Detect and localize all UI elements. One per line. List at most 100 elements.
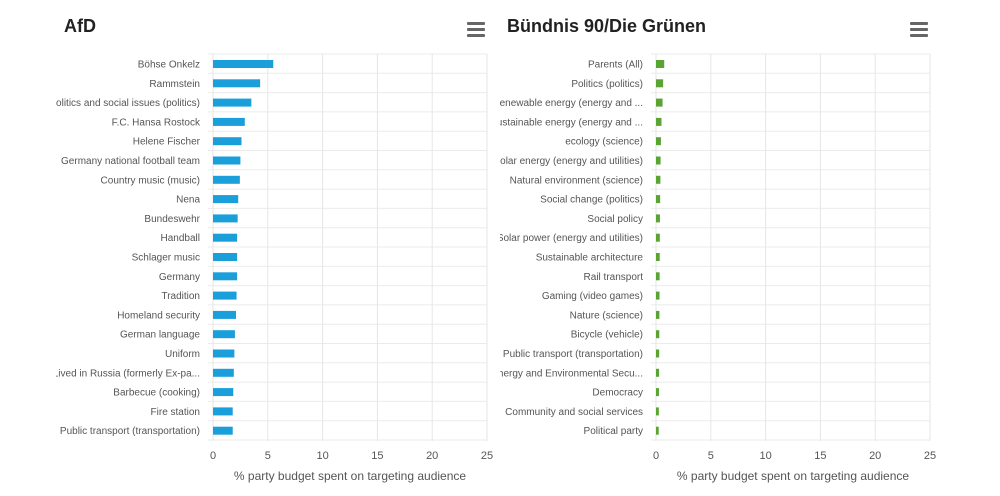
x-tick-label: 5 xyxy=(265,450,271,462)
bar[interactable] xyxy=(656,233,660,242)
category-label: Renewable energy (energy and ... xyxy=(492,98,643,109)
bar[interactable] xyxy=(656,310,660,319)
category-label: Social policy xyxy=(587,214,643,225)
chart-title: AfD xyxy=(64,16,96,36)
bar[interactable] xyxy=(213,272,238,281)
category-label: Uniform xyxy=(165,349,200,360)
bar[interactable] xyxy=(656,426,659,435)
bar[interactable] xyxy=(656,117,662,126)
bar[interactable] xyxy=(213,214,238,223)
category-label: Nature (science) xyxy=(570,310,643,321)
category-label: Sustainable energy (energy and ... xyxy=(490,117,643,128)
category-label: Politics (politics) xyxy=(571,79,643,90)
bar[interactable] xyxy=(213,175,240,184)
category-label: Germany national football team xyxy=(61,156,200,167)
category-label: German language xyxy=(120,330,200,341)
horizontal-gridlines xyxy=(208,53,487,441)
bar[interactable] xyxy=(213,60,274,68)
bar[interactable] xyxy=(656,272,660,281)
x-tick-label: 25 xyxy=(924,450,936,462)
category-label: Germany xyxy=(159,272,200,283)
bar[interactable] xyxy=(656,368,660,377)
bar[interactable] xyxy=(213,195,239,204)
x-tick-label: 25 xyxy=(481,450,493,462)
bar[interactable] xyxy=(213,117,245,126)
bar[interactable] xyxy=(656,214,660,223)
bar[interactable] xyxy=(656,253,660,261)
bar[interactable] xyxy=(213,253,238,261)
category-label: Public transport (transportation) xyxy=(60,426,200,437)
bar[interactable] xyxy=(656,79,664,88)
category-label: Rail transport xyxy=(584,272,644,283)
bar[interactable] xyxy=(656,175,661,184)
hamburger-menu-icon[interactable] xyxy=(910,22,928,38)
category-label: Country music (music) xyxy=(101,175,200,186)
bar[interactable] xyxy=(213,388,234,397)
bar[interactable] xyxy=(656,137,661,146)
bar[interactable] xyxy=(656,60,665,68)
category-label: Rammstein xyxy=(149,79,200,90)
bar[interactable] xyxy=(213,137,242,146)
category-label: Bicycle (vehicle) xyxy=(571,330,643,341)
bar[interactable] xyxy=(656,156,661,165)
category-label: Energy and Environmental Secu... xyxy=(491,368,643,379)
category-label: Solar power (energy and utilities) xyxy=(497,233,643,244)
x-tick-label: 0 xyxy=(653,450,659,462)
bar[interactable] xyxy=(213,310,237,319)
category-label: Tradition xyxy=(161,291,200,302)
bar[interactable] xyxy=(213,156,241,165)
bar[interactable] xyxy=(213,330,235,339)
bar[interactable] xyxy=(213,79,261,88)
category-label: Gaming (video games) xyxy=(542,291,643,302)
category-label: Helene Fischer xyxy=(133,137,201,148)
category-label: Community and social services xyxy=(505,407,643,418)
category-label: Fire station xyxy=(151,407,200,418)
bar[interactable] xyxy=(656,98,663,107)
bar[interactable] xyxy=(213,426,233,435)
category-label: Public transport (transportation) xyxy=(503,349,643,360)
bar[interactable] xyxy=(656,291,660,300)
bar[interactable] xyxy=(213,291,237,300)
x-tick-label: 15 xyxy=(814,450,826,462)
category-label: F.C. Hansa Rostock xyxy=(112,117,201,128)
bar[interactable] xyxy=(213,407,233,416)
bar-chart-afd: 0 5 10 15 20 25 Böhse Onkelz Rammstein politics … xyxy=(53,53,493,483)
chart-title: Bündnis 90/Die Grünen xyxy=(507,16,707,36)
x-axis-title: % party budget spent on targeting audien… xyxy=(234,469,466,483)
category-label: Böhse Onkelz xyxy=(138,60,200,71)
bar[interactable] xyxy=(656,388,659,397)
category-label: Handball xyxy=(161,233,200,244)
category-label: Bundeswehr xyxy=(144,214,200,225)
bar[interactable] xyxy=(213,368,234,377)
bar[interactable] xyxy=(656,330,660,339)
chart-panel-afd: AfD 0 5 10 15 20 25 Böhse Onkelz Rammstein polit… xyxy=(53,16,493,483)
category-label: Political party xyxy=(584,426,643,437)
category-label: Lived in Russia (formerly Ex-pa... xyxy=(53,368,200,379)
x-axis-title: % party budget spent on targeting audien… xyxy=(677,469,909,483)
chart-panel-gruene: Bündnis 90/Die Grünen 0 5 10 15 20 25 Parents … xyxy=(500,0,1000,496)
bar[interactable] xyxy=(213,349,235,358)
bar[interactable] xyxy=(656,195,661,204)
category-label: Nena xyxy=(176,195,200,206)
category-label: Homeland security xyxy=(117,310,200,321)
category-label: Schlager music xyxy=(132,253,200,264)
hamburger-menu-icon[interactable] xyxy=(467,22,485,38)
x-tick-label: 5 xyxy=(708,450,714,462)
x-tick-label: 10 xyxy=(316,450,328,462)
x-tick-label: 20 xyxy=(426,450,438,462)
x-tick-label: 0 xyxy=(210,450,216,462)
bar-chart-gruene: 0 5 10 15 20 25 Parents (All) Politics (politic… xyxy=(497,53,936,483)
category-label: Sustainable architecture xyxy=(536,253,644,264)
bar[interactable] xyxy=(656,407,659,416)
category-label: Barbecue (cooking) xyxy=(113,388,200,399)
x-tick-label: 10 xyxy=(759,450,771,462)
category-label: Parents (All) xyxy=(588,60,643,71)
bar[interactable] xyxy=(656,349,660,358)
category-label: Solar energy (energy and utilities) xyxy=(493,156,643,167)
x-tick-label: 15 xyxy=(371,450,383,462)
x-tick-label: 20 xyxy=(869,450,881,462)
horizontal-gridlines xyxy=(651,53,930,441)
bar[interactable] xyxy=(213,233,238,242)
bar[interactable] xyxy=(213,98,252,107)
category-label: Democracy xyxy=(592,388,643,399)
